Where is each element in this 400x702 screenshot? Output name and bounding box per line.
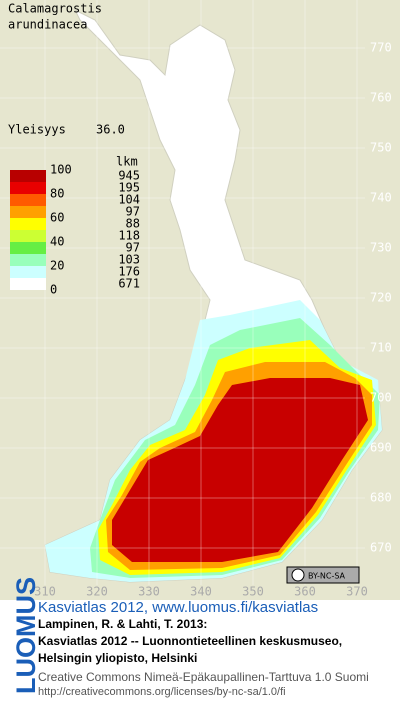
legend-swatch	[10, 218, 46, 230]
legend-swatch	[10, 230, 46, 242]
legend-count: 97	[126, 205, 140, 219]
legend-count: 671	[118, 277, 140, 291]
easting-label: 350	[242, 585, 264, 599]
legend-count: 118	[118, 229, 140, 243]
brand: LUOMUS	[11, 577, 41, 694]
northing-label: 670	[370, 541, 392, 555]
legend-scale-label: 100	[50, 163, 72, 177]
legend-count: 97	[126, 241, 140, 255]
northing-label: 750	[370, 141, 392, 155]
legend-swatch	[10, 278, 46, 290]
license-text: Creative Commons Nimeä-Epäkaupallinen-Ta…	[38, 670, 369, 684]
easting-label: 310	[34, 585, 56, 599]
legend-swatch	[10, 194, 46, 206]
northing-label: 740	[370, 191, 392, 205]
legend-scale-label: 20	[50, 259, 64, 273]
northing-label: 690	[370, 441, 392, 455]
legend-swatch	[10, 242, 46, 254]
legend-scale-label: 60	[50, 211, 64, 225]
license-badge: BY-NC-SA	[286, 566, 360, 584]
legend-count: 103	[118, 253, 140, 267]
northing-label: 760	[370, 91, 392, 105]
legend-count: 176	[118, 265, 140, 279]
easting-label: 320	[86, 585, 108, 599]
northing-label: 680	[370, 491, 392, 505]
legend-count: 195	[118, 181, 140, 195]
northing-label: 700	[370, 391, 392, 405]
citation: Lampinen, R. & Lahti, T. 2013:	[38, 617, 207, 631]
citation: Kasviatlas 2012 -- Luonnontieteellinen k…	[38, 634, 342, 648]
legend-count: 945	[118, 169, 140, 183]
license-badge-text: BY-NC-SA	[308, 572, 346, 581]
legend-swatch	[10, 182, 46, 194]
northing-label: 770	[370, 41, 392, 55]
legend-swatch	[10, 206, 46, 218]
license-url[interactable]: http://creativecommons.org/licenses/by-n…	[38, 686, 286, 698]
atlas-link[interactable]: Kasviatlas 2012, www.luomus.fi/kasviatla…	[38, 599, 318, 616]
northing-label: 710	[370, 341, 392, 355]
easting-label: 330	[138, 585, 160, 599]
legend-swatch	[10, 254, 46, 266]
northing-label: 720	[370, 291, 392, 305]
species-line: Calamagrostis	[8, 2, 102, 16]
frequency-label: Yleisyys	[8, 123, 66, 137]
species-line: arundinacea	[8, 18, 87, 32]
legend-swatch	[10, 266, 46, 278]
legend-scale-label: 80	[50, 187, 64, 201]
easting-label: 340	[190, 585, 212, 599]
frequency-value: 36.0	[96, 123, 125, 137]
count-header: lkm	[116, 155, 138, 169]
easting-label: 360	[294, 585, 316, 599]
northing-label: 730	[370, 241, 392, 255]
legend-scale-label: 0	[50, 283, 57, 297]
easting-label: 370	[346, 585, 368, 599]
legend-swatch	[10, 170, 46, 182]
legend-count: 104	[118, 193, 140, 207]
legend-count: 88	[126, 217, 140, 231]
citation: Helsingin yliopisto, Helsinki	[38, 651, 197, 665]
zone-90	[112, 378, 368, 562]
grid: 770 760 750 740 730 720 710 700 690 680 670 310 320 3…	[0, 0, 392, 599]
legend-scale-label: 40	[50, 235, 64, 249]
